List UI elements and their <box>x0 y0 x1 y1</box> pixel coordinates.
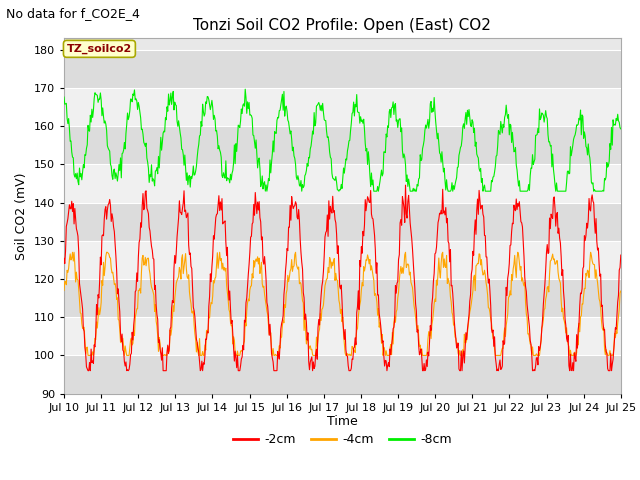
Bar <box>64 317 621 355</box>
Bar <box>64 279 621 317</box>
X-axis label: Time: Time <box>327 415 358 429</box>
Y-axis label: Soil CO2 (mV): Soil CO2 (mV) <box>15 172 28 260</box>
Text: TZ_soilco2: TZ_soilco2 <box>67 44 132 54</box>
Bar <box>64 50 621 88</box>
Bar <box>64 241 621 279</box>
Title: Tonzi Soil CO2 Profile: Open (East) CO2: Tonzi Soil CO2 Profile: Open (East) CO2 <box>193 18 492 33</box>
Bar <box>64 165 621 203</box>
Bar <box>64 355 621 394</box>
Legend: -2cm, -4cm, -8cm: -2cm, -4cm, -8cm <box>228 428 456 451</box>
Bar <box>64 126 621 165</box>
Text: No data for f_CO2E_4: No data for f_CO2E_4 <box>6 7 140 20</box>
Bar <box>64 203 621 241</box>
Bar <box>64 88 621 126</box>
